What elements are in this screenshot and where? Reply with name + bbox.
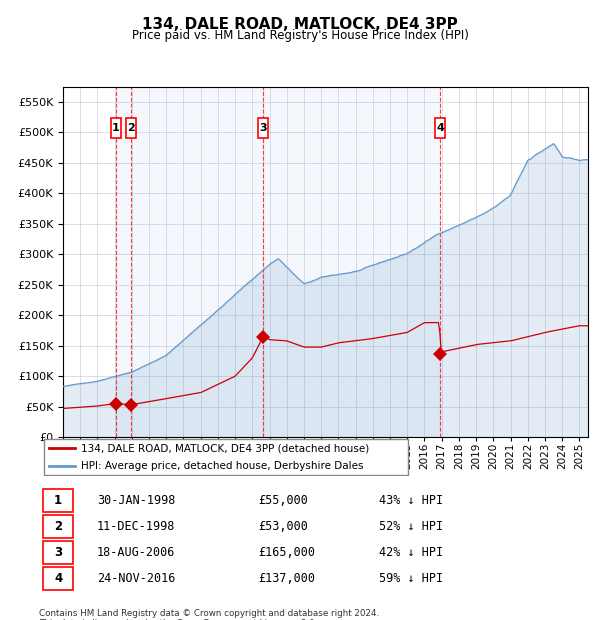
Text: £137,000: £137,000 — [258, 572, 315, 585]
Text: £53,000: £53,000 — [258, 520, 308, 533]
FancyBboxPatch shape — [435, 118, 445, 138]
Text: 1: 1 — [54, 494, 62, 507]
Text: 2: 2 — [54, 520, 62, 533]
Text: 3: 3 — [54, 546, 62, 559]
Bar — [263, 87, 440, 437]
Text: 4: 4 — [436, 123, 444, 133]
Text: 24-NOV-2016: 24-NOV-2016 — [97, 572, 175, 585]
Text: 30-JAN-1998: 30-JAN-1998 — [97, 494, 175, 507]
Text: £165,000: £165,000 — [258, 546, 315, 559]
FancyBboxPatch shape — [44, 439, 409, 475]
Text: HPI: Average price, detached house, Derbyshire Dales: HPI: Average price, detached house, Derb… — [81, 461, 363, 471]
Text: 42% ↓ HPI: 42% ↓ HPI — [379, 546, 443, 559]
Text: 18-AUG-2006: 18-AUG-2006 — [97, 546, 175, 559]
Text: 134, DALE ROAD, MATLOCK, DE4 3PP (detached house): 134, DALE ROAD, MATLOCK, DE4 3PP (detach… — [81, 443, 369, 453]
Text: 2: 2 — [127, 123, 135, 133]
Text: Contains HM Land Registry data © Crown copyright and database right 2024.
This d: Contains HM Land Registry data © Crown c… — [39, 609, 379, 620]
Bar — [116, 87, 263, 437]
FancyBboxPatch shape — [111, 118, 121, 138]
FancyBboxPatch shape — [43, 541, 73, 564]
Text: 52% ↓ HPI: 52% ↓ HPI — [379, 520, 443, 533]
FancyBboxPatch shape — [43, 515, 73, 538]
Text: 134, DALE ROAD, MATLOCK, DE4 3PP: 134, DALE ROAD, MATLOCK, DE4 3PP — [142, 17, 458, 32]
Text: 59% ↓ HPI: 59% ↓ HPI — [379, 572, 443, 585]
FancyBboxPatch shape — [259, 118, 268, 138]
Text: Price paid vs. HM Land Registry's House Price Index (HPI): Price paid vs. HM Land Registry's House … — [131, 29, 469, 42]
FancyBboxPatch shape — [43, 489, 73, 512]
Text: 3: 3 — [259, 123, 267, 133]
Text: £55,000: £55,000 — [258, 494, 308, 507]
FancyBboxPatch shape — [43, 567, 73, 590]
Text: 4: 4 — [54, 572, 62, 585]
Text: 1: 1 — [112, 123, 120, 133]
FancyBboxPatch shape — [126, 118, 136, 138]
Text: 43% ↓ HPI: 43% ↓ HPI — [379, 494, 443, 507]
Text: 11-DEC-1998: 11-DEC-1998 — [97, 520, 175, 533]
